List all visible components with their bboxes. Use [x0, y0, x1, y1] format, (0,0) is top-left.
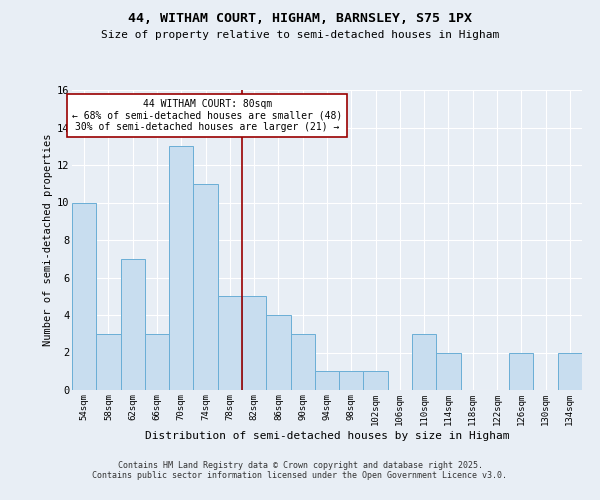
- Text: 44, WITHAM COURT, HIGHAM, BARNSLEY, S75 1PX: 44, WITHAM COURT, HIGHAM, BARNSLEY, S75 …: [128, 12, 472, 26]
- Bar: [364, 371, 388, 390]
- Bar: [290, 334, 315, 390]
- Bar: [242, 296, 266, 390]
- Bar: [169, 146, 193, 390]
- Bar: [436, 352, 461, 390]
- Bar: [145, 334, 169, 390]
- Bar: [218, 296, 242, 390]
- Bar: [315, 371, 339, 390]
- Text: 44 WITHAM COURT: 80sqm
← 68% of semi-detached houses are smaller (48)
30% of sem: 44 WITHAM COURT: 80sqm ← 68% of semi-det…: [72, 99, 342, 132]
- Bar: [558, 352, 582, 390]
- Bar: [96, 334, 121, 390]
- X-axis label: Distribution of semi-detached houses by size in Higham: Distribution of semi-detached houses by …: [145, 430, 509, 440]
- Bar: [412, 334, 436, 390]
- Bar: [193, 184, 218, 390]
- Text: Contains HM Land Registry data © Crown copyright and database right 2025.
Contai: Contains HM Land Registry data © Crown c…: [92, 460, 508, 480]
- Bar: [266, 315, 290, 390]
- Text: Size of property relative to semi-detached houses in Higham: Size of property relative to semi-detach…: [101, 30, 499, 40]
- Bar: [121, 259, 145, 390]
- Bar: [509, 352, 533, 390]
- Y-axis label: Number of semi-detached properties: Number of semi-detached properties: [43, 134, 53, 346]
- Bar: [339, 371, 364, 390]
- Bar: [72, 202, 96, 390]
